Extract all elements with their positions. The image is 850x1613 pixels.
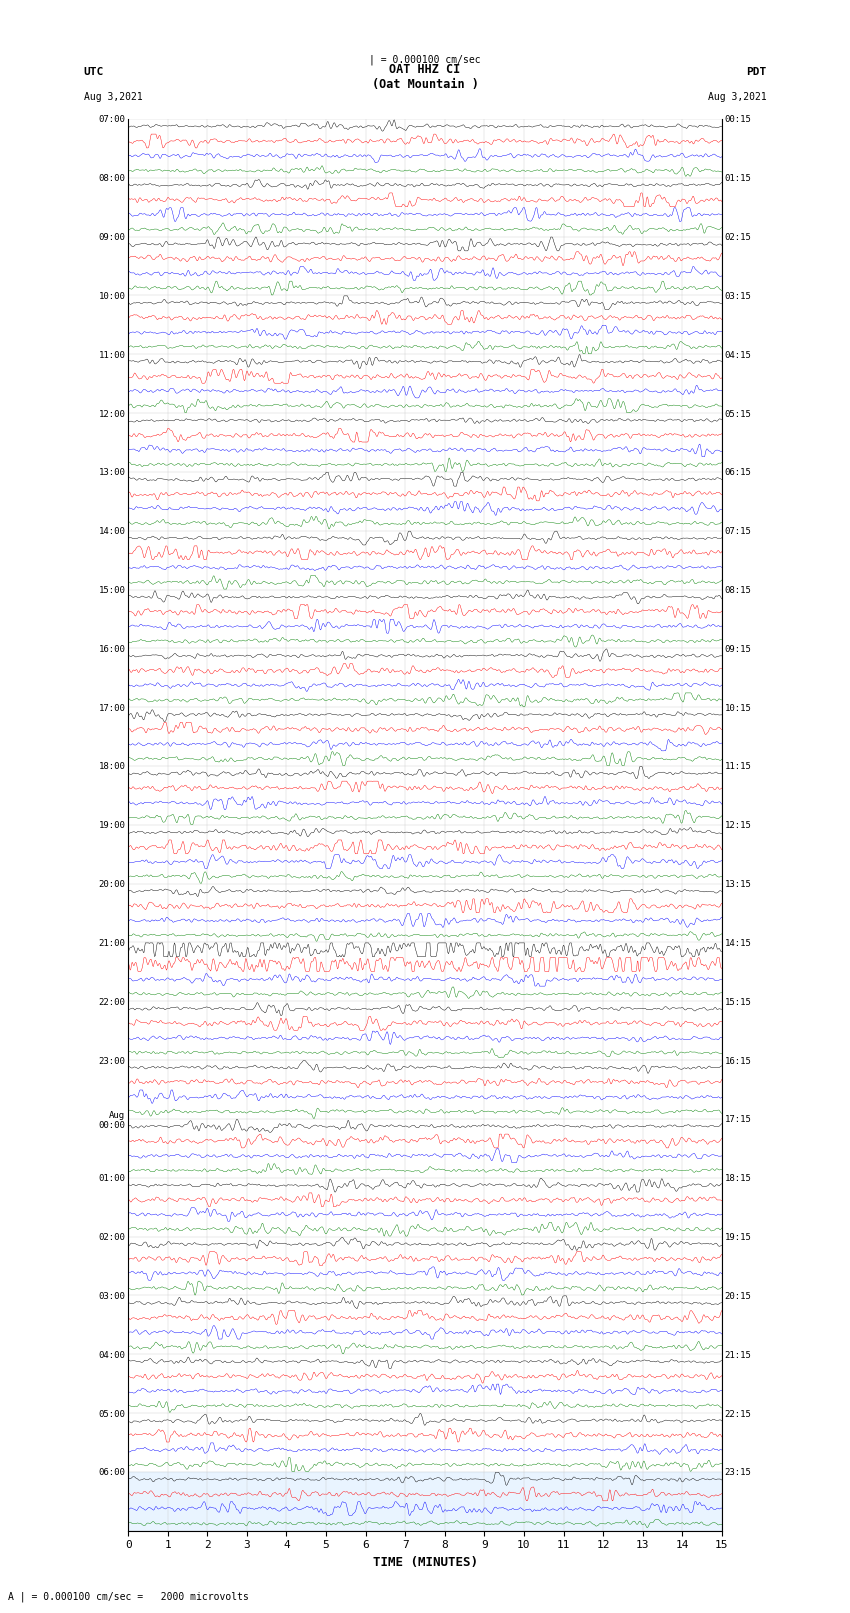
Bar — [128, 1473, 722, 1531]
Title: OAT HHZ CI
(Oat Mountain ): OAT HHZ CI (Oat Mountain ) — [371, 63, 479, 92]
Text: | = 0.000100 cm/sec: | = 0.000100 cm/sec — [369, 53, 481, 65]
X-axis label: TIME (MINUTES): TIME (MINUTES) — [372, 1557, 478, 1569]
Text: Aug 3,2021: Aug 3,2021 — [83, 92, 143, 102]
Text: UTC: UTC — [83, 66, 104, 76]
Text: PDT: PDT — [746, 66, 767, 76]
Text: A | = 0.000100 cm/sec =   2000 microvolts: A | = 0.000100 cm/sec = 2000 microvolts — [8, 1590, 249, 1602]
Text: Aug 3,2021: Aug 3,2021 — [707, 92, 767, 102]
